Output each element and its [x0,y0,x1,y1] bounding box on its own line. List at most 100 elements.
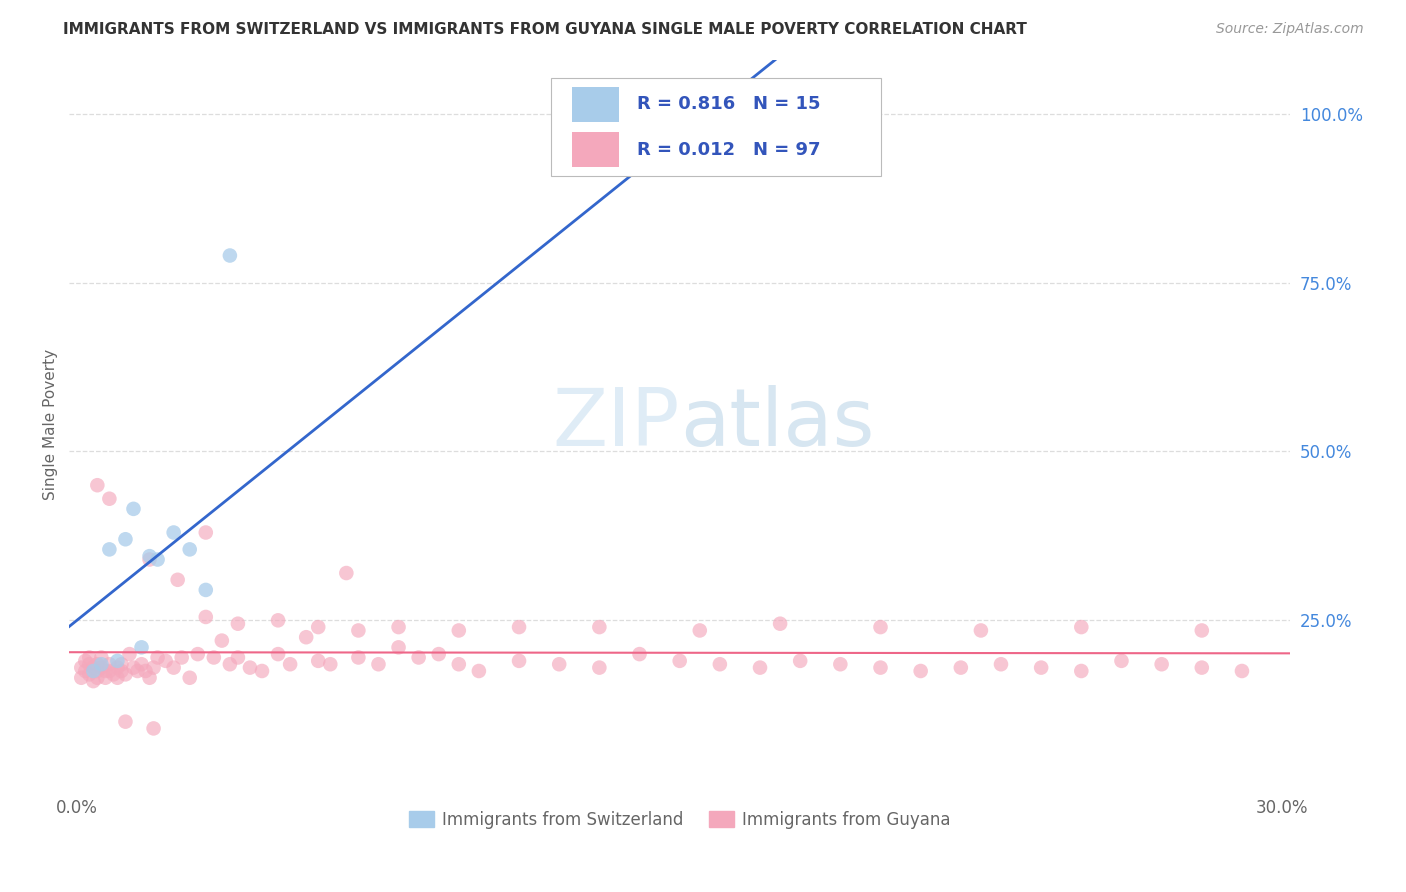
Point [118,647,141,661]
Point [830,657,852,672]
Point [127,664,149,678]
Point [86,671,108,685]
Point [869,660,891,674]
Point [408,650,430,665]
Point [628,647,651,661]
Point [86,657,108,672]
Text: atlas: atlas [679,385,875,464]
Text: IMMIGRANTS FROM SWITZERLAND VS IMMIGRANTS FROM GUYANA SINGLE MALE POVERTY CORREL: IMMIGRANTS FROM SWITZERLAND VS IMMIGRANT… [63,22,1028,37]
Point [447,657,470,672]
Text: Source: ZipAtlas.com: Source: ZipAtlas.com [1216,22,1364,37]
Point [335,566,357,580]
Point [194,610,217,624]
Point [70,660,93,674]
Point [75,654,97,668]
Point [387,640,409,655]
Point [90,657,112,672]
Point [114,714,136,729]
Point [347,650,370,665]
Point [689,624,711,638]
Point [138,549,160,563]
Point [146,552,169,566]
Point [250,664,273,678]
Point [110,664,132,678]
Point [218,248,240,262]
Point [1111,654,1133,668]
Point [179,542,201,557]
Point [307,654,329,668]
Point [367,657,389,672]
Point [179,671,201,685]
Point [103,667,125,681]
Point [114,667,136,681]
Text: R = 0.012: R = 0.012 [637,141,735,159]
Text: N = 97: N = 97 [754,141,821,159]
Point [1191,624,1213,638]
Point [1230,664,1253,678]
Point [267,647,290,661]
Point [202,650,225,665]
Point [98,657,121,672]
Point [447,624,470,638]
Point [588,660,610,674]
Point [468,664,491,678]
Y-axis label: Single Male Poverty: Single Male Poverty [44,349,58,500]
Point [1031,660,1053,674]
Point [226,616,249,631]
Point [218,657,240,672]
Point [90,650,112,665]
Point [163,525,186,540]
Point [131,640,153,655]
Point [94,671,117,685]
Point [146,650,169,665]
Text: N = 15: N = 15 [754,95,821,113]
Point [166,573,188,587]
Point [98,491,121,506]
Point [769,616,792,631]
Point [82,664,104,678]
Point [122,501,145,516]
Text: R = 0.816: R = 0.816 [637,95,735,113]
Point [1150,657,1173,672]
Point [135,664,157,678]
Point [86,664,108,678]
Point [211,633,233,648]
Point [79,667,101,681]
Point [588,620,610,634]
Point [142,722,165,736]
Point [107,660,129,674]
Point [194,582,217,597]
Point [789,654,811,668]
Point [278,657,301,672]
Bar [572,132,619,168]
Point [170,650,193,665]
Point [427,647,450,661]
Point [910,664,932,678]
Point [82,674,104,689]
Point [347,624,370,638]
Point [709,144,731,158]
Point [155,654,177,668]
Point [75,664,97,678]
Point [267,613,290,627]
Point [110,657,132,672]
Bar [572,87,619,122]
Point [869,620,891,634]
Point [648,134,671,148]
Point [98,542,121,557]
Point [82,660,104,674]
Point [142,660,165,674]
Point [949,660,972,674]
Point [107,671,129,685]
Point [114,533,136,547]
Point [1070,664,1092,678]
FancyBboxPatch shape [551,78,882,177]
Point [387,620,409,634]
Point [163,660,186,674]
Point [970,624,993,638]
Point [90,660,112,674]
Point [749,660,772,674]
Point [1191,660,1213,674]
Text: ZIP: ZIP [553,385,679,464]
Point [508,654,530,668]
